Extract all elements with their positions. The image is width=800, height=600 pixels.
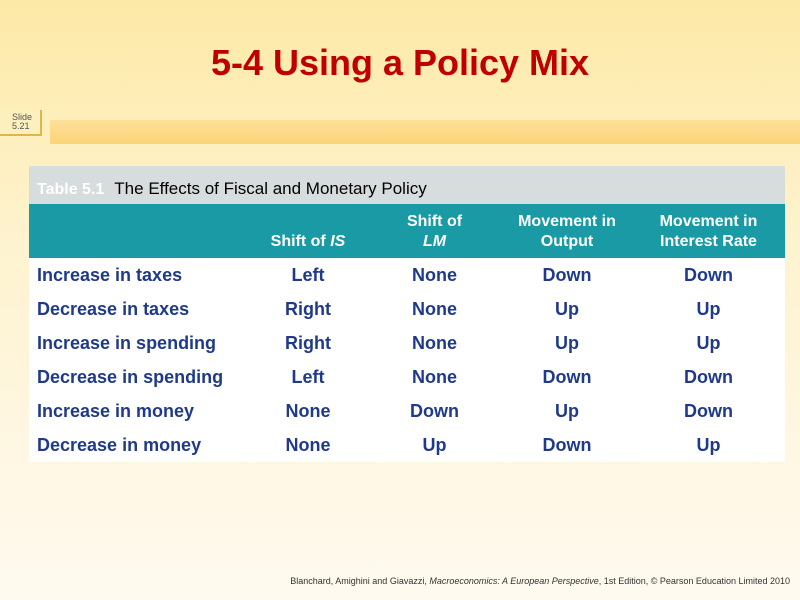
table-row: Increase in money None Down Up Down bbox=[29, 394, 785, 428]
table-cell: Down bbox=[502, 360, 632, 394]
table-cell: Down bbox=[632, 394, 785, 428]
row-label: Increase in money bbox=[29, 394, 249, 428]
table-cell: Up bbox=[502, 292, 632, 326]
table-cell: None bbox=[367, 326, 502, 360]
table-cell: None bbox=[249, 428, 367, 462]
row-label: Decrease in taxes bbox=[29, 292, 249, 326]
slide-title: 5-4 Using a Policy Mix bbox=[210, 42, 590, 83]
table-header-row: Shift of IS Shift of LM Movement in Outp… bbox=[29, 204, 785, 258]
table-row: Increase in taxes Left None Down Down bbox=[29, 258, 785, 292]
table-cell: Down bbox=[367, 394, 502, 428]
table-header-cell: Shift of LM bbox=[367, 204, 502, 258]
table-cell: Right bbox=[249, 292, 367, 326]
table-cell: Right bbox=[249, 326, 367, 360]
header-band: Slide 5.21 bbox=[0, 110, 800, 144]
table-caption-title: The Effects of Fiscal and Monetary Polic… bbox=[114, 179, 427, 198]
table-row: Increase in spending Right None Up Up bbox=[29, 326, 785, 360]
table-row: Decrease in taxes Right None Up Up bbox=[29, 292, 785, 326]
row-label: Decrease in money bbox=[29, 428, 249, 462]
table-cell: None bbox=[367, 360, 502, 394]
row-label: Increase in spending bbox=[29, 326, 249, 360]
table-header-cell: Shift of IS bbox=[249, 204, 367, 258]
footer-suffix: , 1st Edition, © Pearson Education Limit… bbox=[598, 576, 790, 586]
table-caption: Table 5.1 The Effects of Fiscal and Mone… bbox=[29, 166, 785, 204]
table-cell: Up bbox=[632, 326, 785, 360]
policy-table-container: Table 5.1 The Effects of Fiscal and Mone… bbox=[29, 166, 785, 462]
table-cell: Left bbox=[249, 258, 367, 292]
table-cell: Up bbox=[502, 394, 632, 428]
table-cell: Left bbox=[249, 360, 367, 394]
table-cell: Down bbox=[632, 258, 785, 292]
table-cell: Up bbox=[632, 428, 785, 462]
policy-effects-table: Shift of IS Shift of LM Movement in Outp… bbox=[29, 204, 785, 462]
table-cell: Down bbox=[502, 428, 632, 462]
footer-book-title: Macroeconomics: A European Perspective bbox=[429, 576, 599, 586]
table-header-cell: Movement in Interest Rate bbox=[632, 204, 785, 258]
footer-prefix: Blanchard, Amighini and Giavazzi, bbox=[290, 576, 430, 586]
table-cell: Down bbox=[632, 360, 785, 394]
table-caption-number: Table 5.1 bbox=[37, 181, 105, 198]
table-header-cell bbox=[29, 204, 249, 258]
row-label: Increase in taxes bbox=[29, 258, 249, 292]
table-cell: Up bbox=[632, 292, 785, 326]
table-cell: Up bbox=[502, 326, 632, 360]
slide-number-label: Slide bbox=[12, 112, 33, 122]
slide-number: Slide 5.21 bbox=[12, 113, 32, 131]
slide-number-value: 5.21 bbox=[12, 121, 30, 131]
table-cell: None bbox=[249, 394, 367, 428]
table-cell: None bbox=[367, 292, 502, 326]
table-row: Decrease in money None Up Down Up bbox=[29, 428, 785, 462]
table-cell: Up bbox=[367, 428, 502, 462]
row-label: Decrease in spending bbox=[29, 360, 249, 394]
footer-citation: Blanchard, Amighini and Giavazzi, Macroe… bbox=[290, 576, 790, 586]
table-header-cell: Movement in Output bbox=[502, 204, 632, 258]
slide-number-box: Slide 5.21 bbox=[0, 110, 42, 136]
decorative-bar bbox=[50, 120, 800, 144]
table-cell: None bbox=[367, 258, 502, 292]
table-cell: Down bbox=[502, 258, 632, 292]
table-row: Decrease in spending Left None Down Down bbox=[29, 360, 785, 394]
